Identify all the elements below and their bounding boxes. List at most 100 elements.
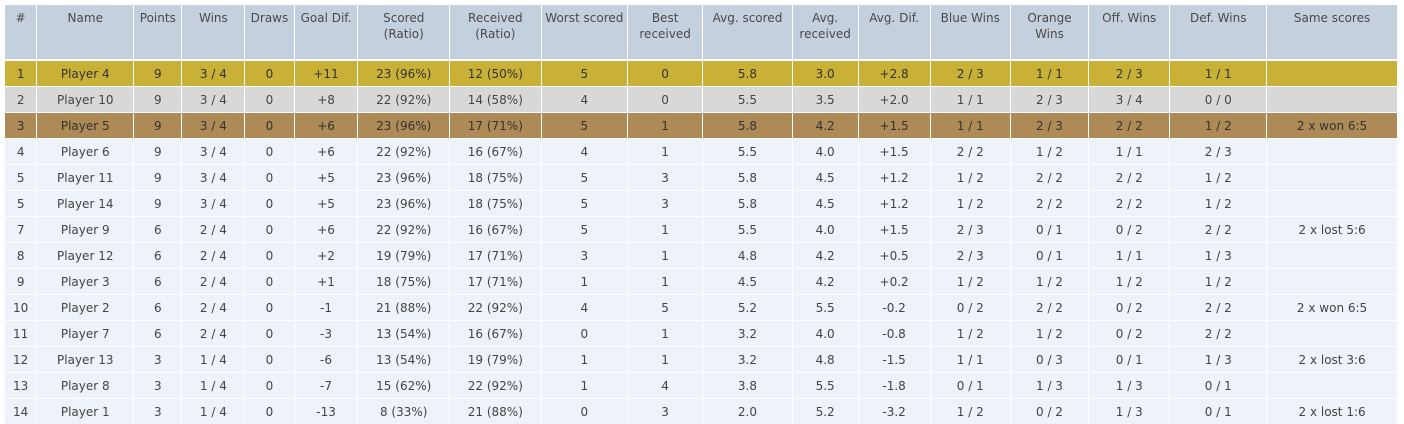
draws-cell: 0 — [244, 59, 295, 87]
off-wins-cell: 2 / 3 — [1088, 59, 1171, 87]
orange-wins-cell: 2 / 2 — [1010, 294, 1090, 321]
points-cell: 6 — [133, 242, 183, 269]
col-draws-header[interactable]: Draws — [244, 5, 295, 60]
wins-cell: 2 / 4 — [181, 268, 246, 295]
received-cell: 16 (67%) — [449, 216, 542, 243]
col-blue-wins-header[interactable]: Blue Wins — [930, 5, 1011, 60]
goal-dif-cell: +6 — [294, 216, 359, 243]
avg-dif-cell: -1.5 — [858, 346, 931, 373]
blue-wins-cell: 2 / 3 — [930, 59, 1011, 87]
col-goal-dif-header[interactable]: Goal Dif. — [294, 5, 359, 60]
received-cell: 14 (58%) — [449, 86, 542, 113]
header-row: # Name Points Wins Draws Goal Dif. Scored (Rat… — [5, 5, 1398, 60]
best-received-cell: 1 — [627, 216, 704, 243]
avg-received-cell: 3.0 — [792, 59, 859, 87]
def-wins-cell: 1 / 2 — [1169, 164, 1268, 191]
same-scores-cell — [1266, 164, 1398, 191]
scored-cell: 19 (79%) — [357, 242, 451, 269]
orange-wins-cell: 1 / 2 — [1010, 268, 1090, 295]
col-best-received-header[interactable]: Best received — [627, 5, 704, 60]
off-wins-cell: 0 / 2 — [1088, 294, 1171, 321]
blue-wins-cell: 1 / 2 — [930, 398, 1011, 424]
avg-received-cell: 4.2 — [792, 242, 859, 269]
worst-scored-cell: 0 — [541, 320, 629, 347]
def-wins-cell: 2 / 2 — [1169, 320, 1268, 347]
received-cell: 12 (50%) — [449, 59, 542, 87]
off-wins-cell: 1 / 3 — [1088, 398, 1171, 424]
col-scored-header[interactable]: Scored (Ratio) — [357, 5, 451, 60]
scored-cell: 23 (96%) — [357, 164, 451, 191]
col-rank-header[interactable]: # — [5, 5, 38, 60]
same-scores-cell — [1266, 190, 1398, 217]
col-same-scores-header[interactable]: Same scores — [1266, 5, 1398, 60]
avg-received-cell: 4.2 — [792, 268, 859, 295]
off-wins-cell: 1 / 1 — [1088, 138, 1171, 165]
blue-wins-cell: 1 / 1 — [930, 86, 1011, 113]
avg-dif-cell: -0.2 — [858, 294, 931, 321]
name-cell: Player 6 — [36, 138, 135, 165]
draws-cell: 0 — [244, 164, 295, 191]
same-scores-cell — [1266, 320, 1398, 347]
col-name-header[interactable]: Name — [36, 5, 135, 60]
draws-cell: 0 — [244, 190, 295, 217]
received-cell: 17 (71%) — [449, 242, 542, 269]
col-avg-scored-header[interactable]: Avg. scored — [702, 5, 793, 60]
table-row: 5 Player 11 9 3 / 4 0 +5 23 (96%) 18 (75%) 5 3 5.8… — [5, 164, 1398, 191]
off-wins-cell: 2 / 2 — [1088, 112, 1171, 139]
best-received-cell: 3 — [627, 164, 704, 191]
avg-received-cell: 5.2 — [792, 398, 859, 424]
off-wins-cell: 1 / 1 — [1088, 242, 1171, 269]
scored-cell: 22 (92%) — [357, 86, 451, 113]
blue-wins-cell: 2 / 3 — [930, 216, 1011, 243]
off-wins-cell: 2 / 2 — [1088, 190, 1171, 217]
wins-cell: 3 / 4 — [181, 86, 246, 113]
col-points-header[interactable]: Points — [133, 5, 183, 60]
name-cell: Player 4 — [36, 59, 135, 87]
col-wins-header[interactable]: Wins — [181, 5, 246, 60]
col-received-header[interactable]: Received (Ratio) — [449, 5, 542, 60]
def-wins-cell: 2 / 2 — [1169, 294, 1268, 321]
name-cell: Player 3 — [36, 268, 135, 295]
same-scores-cell — [1266, 86, 1398, 113]
best-received-cell: 1 — [627, 112, 704, 139]
off-wins-cell: 0 / 2 — [1088, 216, 1171, 243]
name-cell: Player 1 — [36, 398, 135, 424]
same-scores-cell — [1266, 59, 1398, 87]
blue-wins-cell: 2 / 2 — [930, 138, 1011, 165]
col-avg-received-header[interactable]: Avg. received — [792, 5, 859, 60]
wins-cell: 2 / 4 — [181, 294, 246, 321]
col-off-wins-header[interactable]: Off. Wins — [1088, 5, 1171, 60]
name-cell: Player 7 — [36, 320, 135, 347]
worst-scored-cell: 1 — [541, 268, 629, 295]
points-cell: 6 — [133, 268, 183, 295]
col-worst-scored-header[interactable]: Worst scored — [541, 5, 629, 60]
best-received-cell: 1 — [627, 346, 704, 373]
best-received-cell: 1 — [627, 138, 704, 165]
goal-dif-cell: +6 — [294, 138, 359, 165]
col-orange-wins-header[interactable]: Orange Wins — [1010, 5, 1090, 60]
wins-cell: 3 / 4 — [181, 59, 246, 87]
avg-dif-cell: +1.5 — [858, 138, 931, 165]
orange-wins-cell: 2 / 2 — [1010, 190, 1090, 217]
def-wins-cell: 2 / 2 — [1169, 216, 1268, 243]
name-cell: Player 14 — [36, 190, 135, 217]
def-wins-cell: 0 / 0 — [1169, 86, 1268, 113]
avg-dif-cell: +2.8 — [858, 59, 931, 87]
worst-scored-cell: 5 — [541, 164, 629, 191]
goal-dif-cell: -1 — [294, 294, 359, 321]
worst-scored-cell: 3 — [541, 242, 629, 269]
def-wins-cell: 1 / 3 — [1169, 346, 1268, 373]
rank-cell: 10 — [5, 294, 38, 321]
same-scores-cell: 2 x lost 5:6 — [1266, 216, 1398, 243]
table-row: 2 Player 10 9 3 / 4 0 +8 22 (92%) 14 (58%) 4 0 5.5… — [5, 86, 1398, 113]
same-scores-cell — [1266, 138, 1398, 165]
avg-dif-cell: +1.5 — [858, 112, 931, 139]
col-def-wins-header[interactable]: Def. Wins — [1169, 5, 1268, 60]
avg-dif-cell: +0.2 — [858, 268, 931, 295]
wins-cell: 3 / 4 — [181, 112, 246, 139]
avg-scored-cell: 5.5 — [702, 216, 793, 243]
col-avg-dif-header[interactable]: Avg. Dif. — [858, 5, 931, 60]
